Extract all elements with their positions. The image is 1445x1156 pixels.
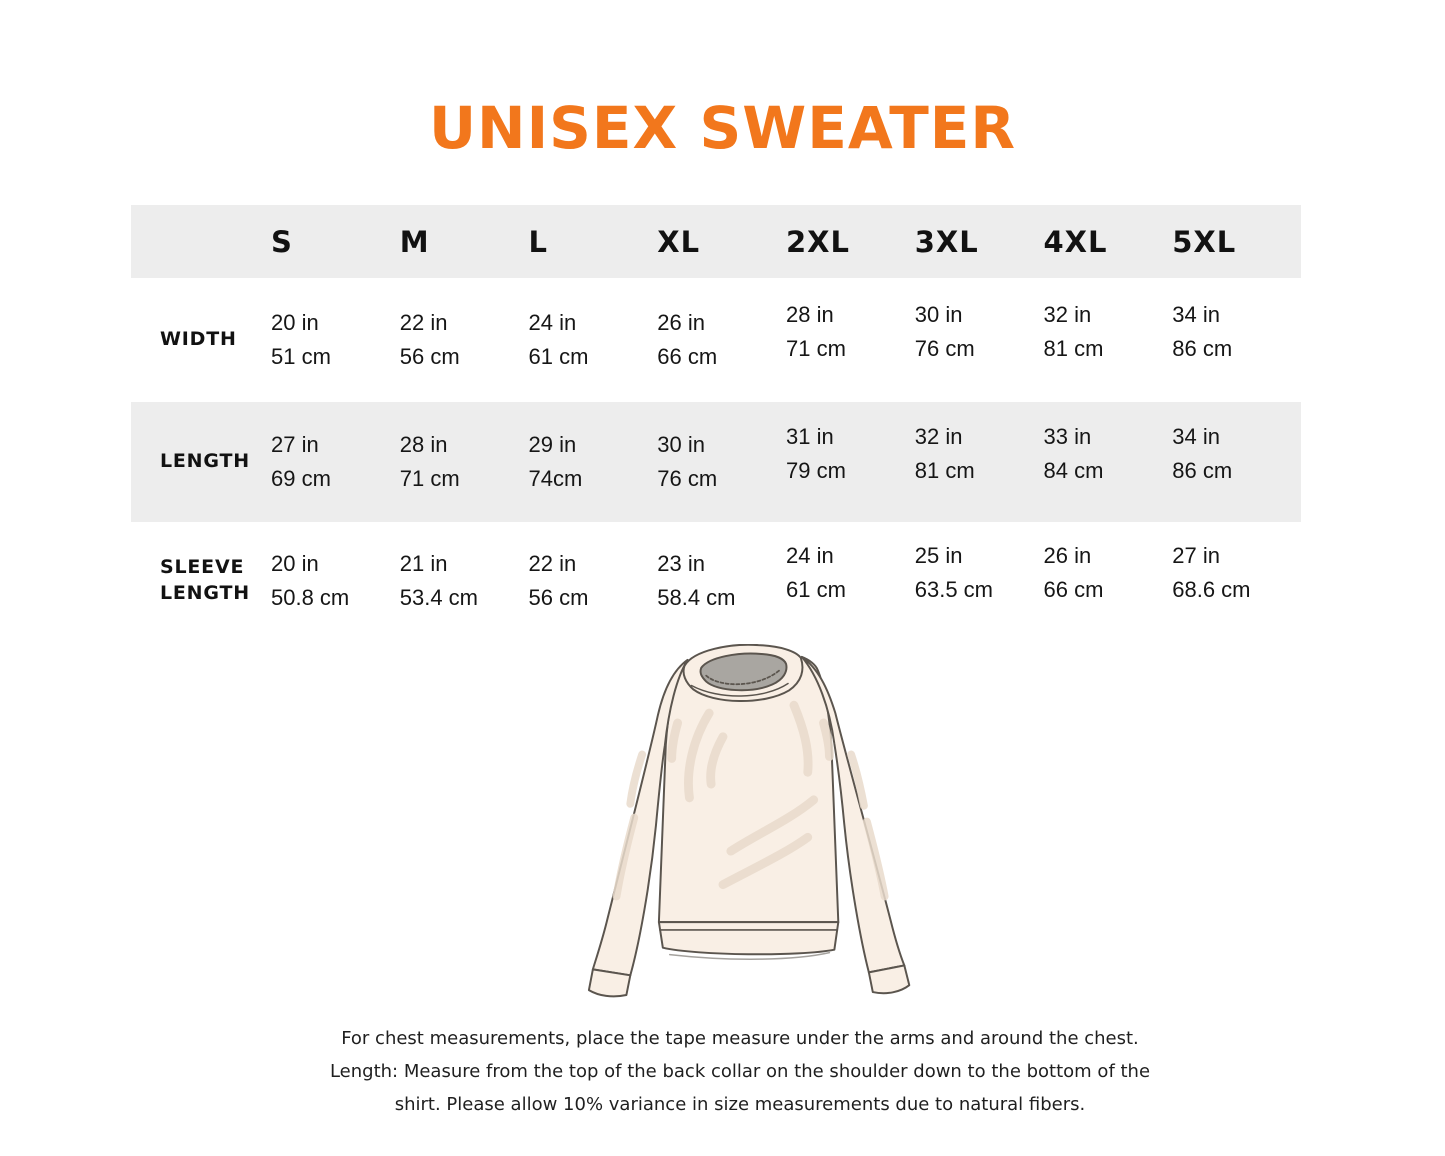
row-label-width: WIDTH [160,328,237,351]
size-header-s: S [271,224,293,259]
length-value-2xl: 31 in 79 cm [786,424,846,483]
width-value-l: 24 in 61 cm [528,310,589,369]
size-header-4xl: 4XL [1043,224,1108,259]
sweater-collar-inner [699,652,788,692]
sleeve-value-m: 21 in 53.4 cm [399,551,479,610]
length-value-3xl: 32 in 81 cm [914,424,975,483]
width-value-5xl: 34 in 86 cm [1172,302,1233,361]
page-title: UNISEX SWEATER [428,94,1017,162]
width-value-xl: 26 in 66 cm [657,310,718,369]
size-header-row: S M L XL 2XL 3XL 4XL 5XL [131,205,1301,278]
sweater-illustration [587,644,911,998]
table-row-sleeve-length: SLEEVE LENGTH 20 in 50.8 cm 21 in 53.4 c… [131,522,1301,640]
width-value-3xl: 30 in 76 cm [914,302,975,361]
sweater-waistband [657,921,840,956]
width-value-s: 20 in 51 cm [271,310,331,369]
size-header-2xl: 2XL [786,224,851,259]
width-value-m: 22 in 56 cm [399,310,460,369]
length-value-4xl: 33 in 84 cm [1043,424,1104,483]
length-value-s: 27 in 69 cm [271,432,331,491]
sleeve-value-l: 22 in 56 cm [528,551,589,610]
instruction-line-2: Length: Measure from the top of the back… [329,1061,1151,1082]
width-value-2xl: 28 in 71 cm [786,302,846,361]
size-table: S M L XL 2XL 3XL 4XL 5XL WIDTH 20 in 51 … [131,205,1301,640]
sleeve-value-s: 20 in 50.8 cm [271,551,350,610]
length-value-xl: 30 in 76 cm [657,432,718,491]
length-value-l: 29 in 74cm [528,432,583,491]
table-row-length: LENGTH 27 in 69 cm 28 in 71 cm 29 in 74c… [131,402,1301,522]
size-header-m: M [399,224,430,259]
row-label-sleeve-length: SLEEVE LENGTH [160,556,250,604]
sleeve-value-4xl: 26 in 66 cm [1043,543,1104,602]
instruction-line-1: For chest measurements, place the tape m… [341,1028,1139,1049]
width-value-4xl: 32 in 81 cm [1043,302,1104,361]
sweater-left-cuff [587,968,632,998]
size-header-3xl: 3XL [914,224,979,259]
instruction-line-3: shirt. Please allow 10% variance in size… [394,1094,1086,1115]
table-row-width: WIDTH 20 in 51 cm 22 in 56 cm 24 in 61 c… [131,278,1301,402]
length-value-m: 28 in 71 cm [399,432,460,491]
measuring-instructions: For chest measurements, place the tape m… [50,1022,1430,1121]
sleeve-value-3xl: 25 in 63.5 cm [914,543,994,602]
size-header-5xl: 5XL [1172,224,1237,259]
sweater-right-cuff [867,964,911,995]
sleeve-value-2xl: 24 in 61 cm [786,543,846,602]
size-header-l: L [528,224,548,259]
size-header-xl: XL [657,224,701,259]
row-label-length: LENGTH [160,450,250,473]
sleeve-value-xl: 23 in 58.4 cm [657,551,736,610]
sleeve-value-5xl: 27 in 68.6 cm [1172,543,1251,602]
length-value-5xl: 34 in 86 cm [1172,424,1233,483]
